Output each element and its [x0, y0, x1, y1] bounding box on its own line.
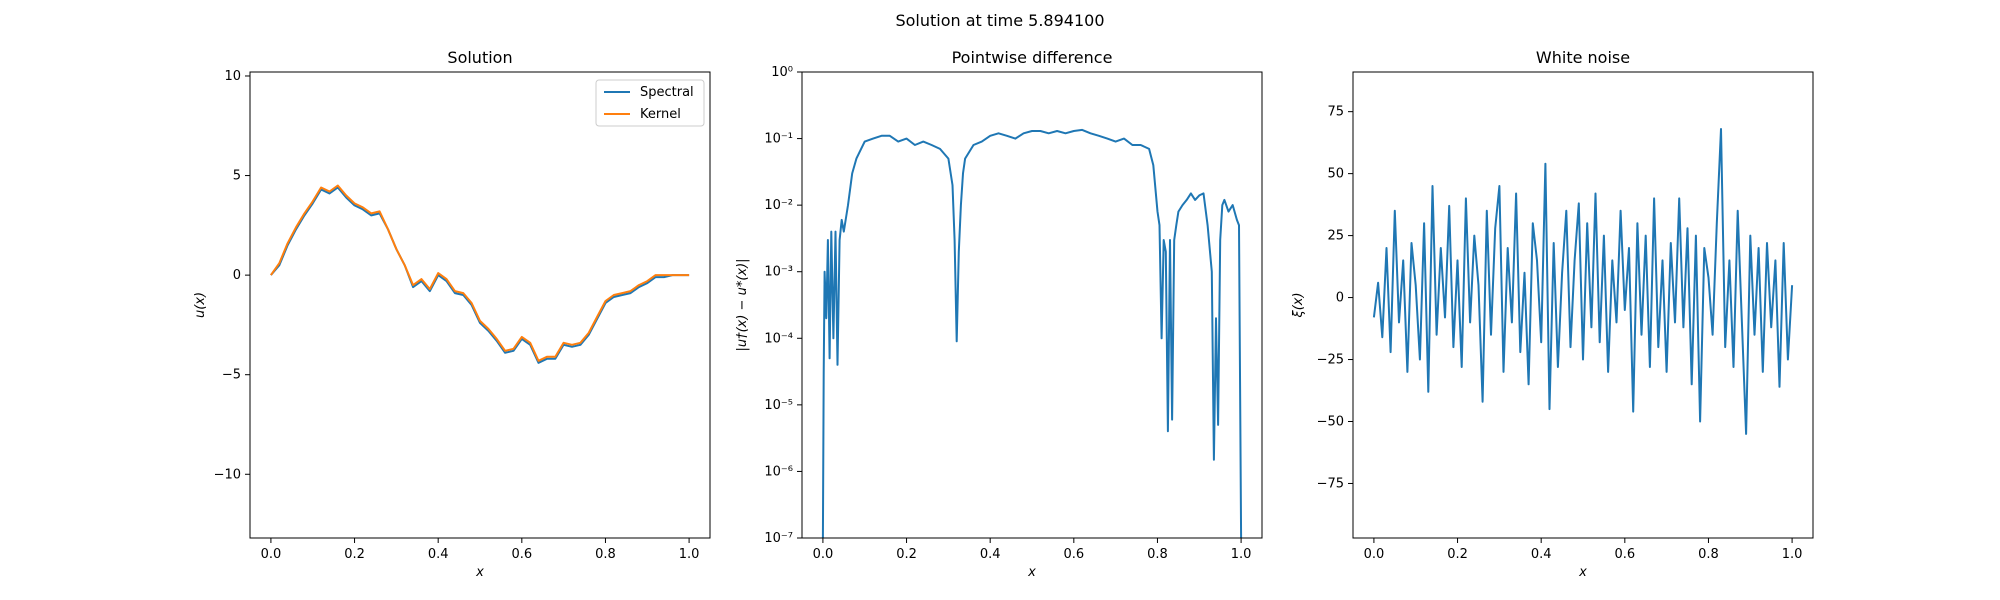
- y-tick-label: 10⁻⁴: [764, 331, 793, 346]
- y-tick-label: 0: [233, 268, 241, 283]
- y-tick-label: −25: [1317, 353, 1344, 368]
- legend-solution: Spectral Kernel: [595, 79, 705, 127]
- x-axis-label-white-noise: x: [1578, 565, 1587, 580]
- y-tick-label: 10: [224, 69, 241, 84]
- y-tick-label: 25: [1327, 229, 1344, 244]
- panel-pointwise-difference: Pointwise difference 0.0 0.2 0.4 0.6 0.8 1.0 …: [735, 48, 1263, 580]
- legend-label-kernel: Kernel: [640, 107, 681, 122]
- y-tick-label: −5: [222, 368, 241, 383]
- x-tick-label: 1.0: [1782, 547, 1803, 562]
- y-tick-label: 10⁻⁷: [764, 531, 793, 546]
- x-ticks-white-noise: 0.0 0.2 0.4 0.6 0.8 1.0: [1364, 538, 1803, 562]
- series-line-solution-kernel: [270, 184, 690, 362]
- panel-title-white-noise: White noise: [1536, 48, 1630, 67]
- y-tick-label: 75: [1327, 105, 1344, 120]
- panel-title-solution: Solution: [447, 48, 512, 67]
- plot-area-pointwise-difference: [801, 71, 1263, 539]
- y-axis-label-solution: u(x): [193, 292, 208, 318]
- y-tick-label: 10⁻¹: [764, 132, 793, 147]
- legend-label-spectral: Spectral: [640, 85, 694, 100]
- axes-frame-pointwise-difference: [801, 71, 1263, 539]
- y-ticks-white-noise: −75 −50 −25 0 25 50 75: [1317, 105, 1353, 491]
- x-tick-label: 1.0: [1231, 547, 1252, 562]
- x-tick-label: 0.2: [1447, 547, 1468, 562]
- y-ticks-solution: −10 −5 0 5 10: [214, 69, 250, 482]
- x-tick-label: 0.6: [511, 547, 532, 562]
- y-tick-label: 5: [233, 169, 241, 184]
- y-ticks-pointwise-difference: 10⁻⁷ 10⁻⁶ 10⁻⁵ 10⁻⁴ 10⁻³ 10⁻² 10⁻¹ 10⁰: [764, 65, 802, 546]
- x-ticks-pointwise-difference: 0.0 0.2 0.4 0.6 0.8 1.0: [813, 538, 1252, 562]
- y-tick-label: −10: [214, 467, 241, 482]
- y-tick-label: 10⁻³: [764, 265, 793, 280]
- x-axis-label-solution: x: [475, 565, 484, 580]
- x-tick-label: 0.4: [980, 547, 1001, 562]
- x-tick-label: 0.6: [1614, 547, 1635, 562]
- y-tick-label: 0: [1336, 291, 1344, 306]
- figure-suptitle: Solution at time 5.894100: [895, 11, 1104, 30]
- y-axis-label-white-noise: ξ(x): [1291, 292, 1306, 318]
- x-tick-label: 0.6: [1063, 547, 1084, 562]
- x-tick-label: 0.4: [428, 547, 449, 562]
- series-line-solution-spectral: [270, 186, 690, 364]
- plot-area-solution: [249, 71, 711, 539]
- x-tick-label: 0.2: [896, 547, 917, 562]
- x-tick-label: 0.4: [1531, 547, 1552, 562]
- x-ticks-solution: 0.0 0.2 0.4 0.6 0.8 1.0: [261, 538, 700, 562]
- series-line-white-noise-series: [1372, 128, 1794, 435]
- axes-frame-solution: [249, 71, 711, 539]
- plot-area-white-noise: [1352, 71, 1814, 539]
- x-tick-label: 0.8: [595, 547, 616, 562]
- x-tick-label: 0.2: [344, 547, 365, 562]
- axes-frame-white-noise: [1352, 71, 1814, 539]
- x-tick-label: 1.0: [679, 547, 700, 562]
- x-tick-label: 0.8: [1147, 547, 1168, 562]
- y-tick-label: 10⁰: [771, 65, 793, 80]
- y-axis-label-pointwise-difference: |u†(x) − u*(x)|: [735, 258, 750, 351]
- y-tick-label: −50: [1317, 415, 1344, 430]
- panel-title-pointwise-difference: Pointwise difference: [952, 48, 1113, 67]
- series-line-pointwise-difference-series: [821, 128, 1243, 539]
- x-tick-label: 0.8: [1698, 547, 1719, 562]
- x-axis-label-pointwise-difference: x: [1027, 565, 1036, 580]
- y-tick-label: 10⁻⁵: [764, 398, 793, 413]
- y-tick-label: 10⁻⁶: [764, 464, 793, 479]
- x-tick-label: 0.0: [813, 547, 834, 562]
- y-tick-label: −75: [1317, 476, 1344, 491]
- x-tick-label: 0.0: [1364, 547, 1385, 562]
- y-tick-label: 50: [1327, 167, 1344, 182]
- panel-white-noise: White noise 0.0 0.2 0.4 0.6 0.8 1.0 −75 −50 −25…: [1291, 48, 1814, 580]
- y-tick-label: 10⁻²: [764, 198, 793, 213]
- x-tick-label: 0.0: [261, 547, 282, 562]
